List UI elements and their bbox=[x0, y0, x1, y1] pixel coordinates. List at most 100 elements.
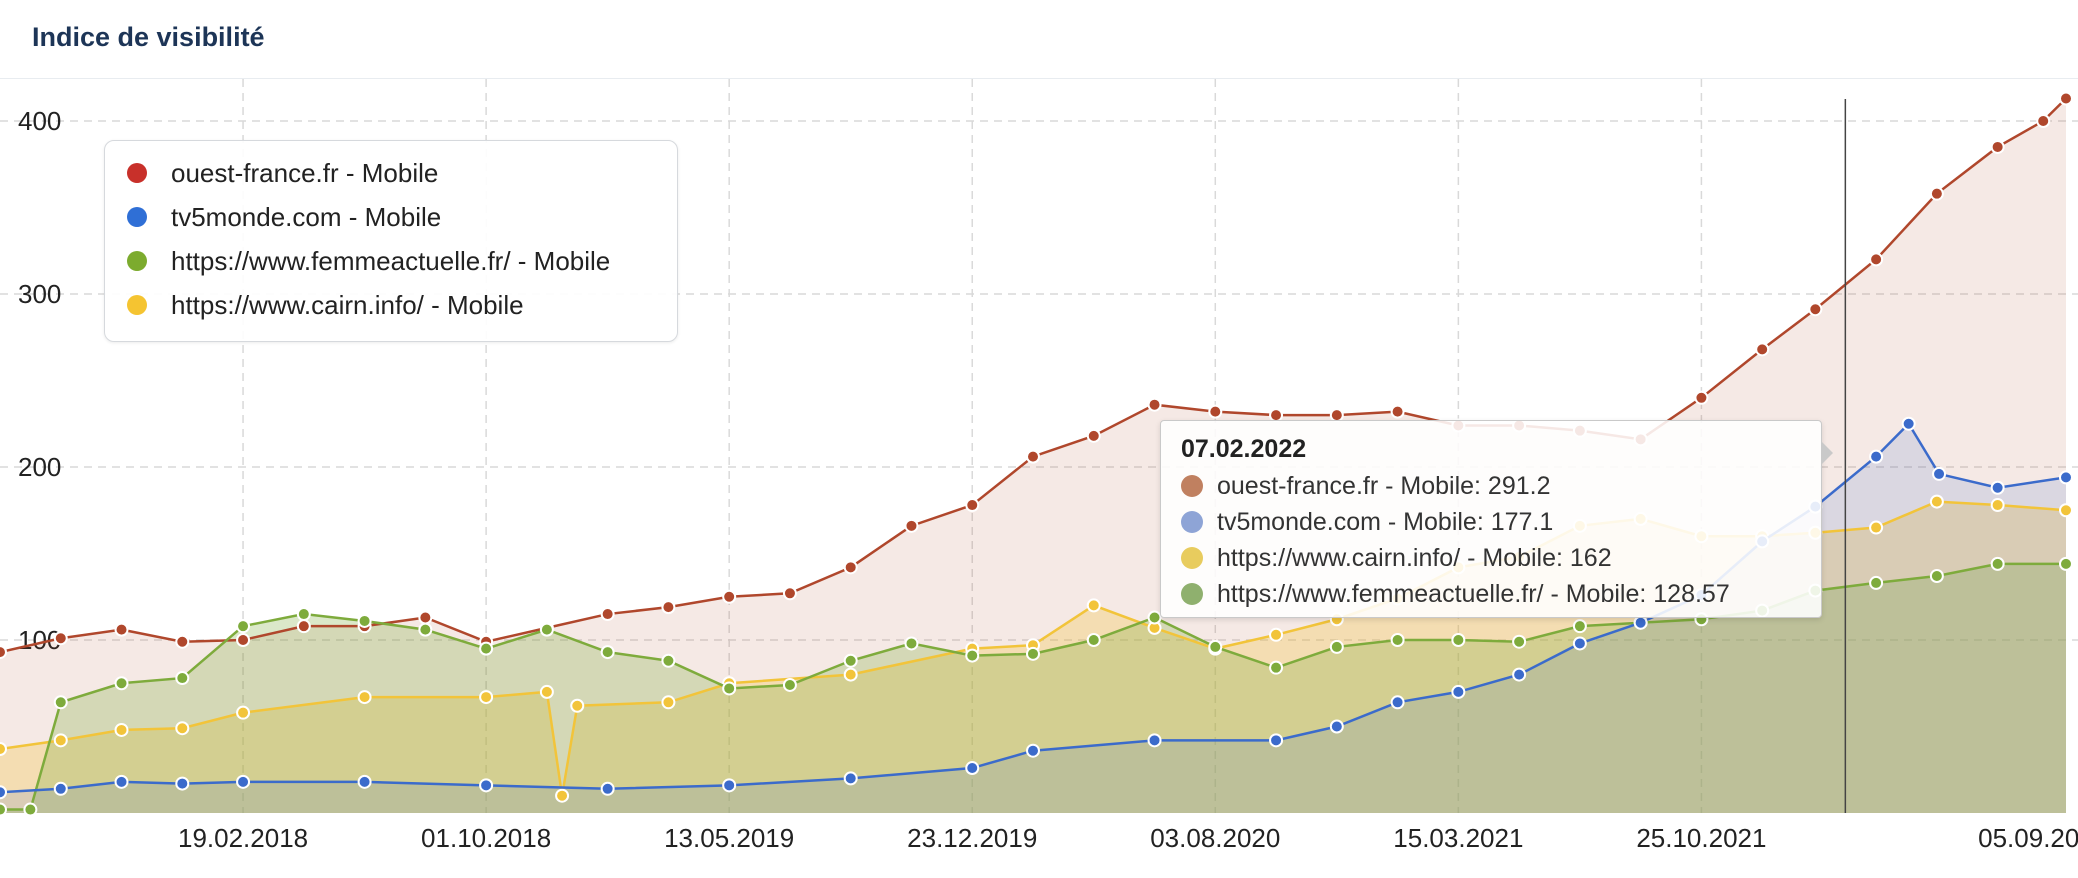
tooltip-row-cairn: https://www.cairn.info/ - Mobile: 162 bbox=[1181, 541, 1612, 575]
point-tv5monde-23 bbox=[1869, 449, 1884, 464]
legend-marker-cairn bbox=[127, 295, 147, 315]
point-ouest-france-10 bbox=[600, 607, 615, 622]
point-cairn-30 bbox=[1990, 498, 2005, 513]
tooltip-value-tv5monde: tv5monde.com - Mobile: 177.1 bbox=[1217, 507, 1554, 536]
legend-item-tv5monde[interactable]: tv5monde.com - Mobile bbox=[127, 199, 441, 235]
point-cairn-0 bbox=[0, 741, 7, 756]
point-cairn-31 bbox=[2059, 503, 2073, 518]
point-ouest-france-18 bbox=[1086, 428, 1101, 443]
point-femmeactuelle-5 bbox=[236, 619, 251, 634]
point-tv5monde-16 bbox=[1451, 684, 1466, 699]
point-femmeactuelle-6 bbox=[296, 607, 311, 622]
point-ouest-france-33 bbox=[1990, 139, 2005, 154]
tooltip-arrow bbox=[1821, 441, 1833, 465]
point-femmeactuelle-16 bbox=[904, 636, 919, 651]
chart-header: Indice de visibilité bbox=[0, 0, 2078, 79]
point-ouest-france-32 bbox=[1929, 186, 1944, 201]
point-tv5monde-5 bbox=[357, 774, 372, 789]
point-femmeactuelle-22 bbox=[1269, 660, 1284, 675]
tooltip-value-femmeactuelle: https://www.femmeactuelle.fr/ - Mobile: … bbox=[1217, 579, 1730, 608]
point-tv5monde-2 bbox=[114, 774, 129, 789]
point-femmeactuelle-18 bbox=[1026, 646, 1040, 661]
point-femmeactuelle-1 bbox=[23, 802, 38, 817]
point-ouest-france-15 bbox=[904, 518, 919, 533]
point-tv5monde-12 bbox=[1147, 733, 1162, 748]
point-ouest-france-4 bbox=[236, 633, 251, 647]
point-femmeactuelle-24 bbox=[1390, 633, 1405, 647]
point-cairn-1 bbox=[53, 733, 68, 748]
point-ouest-france-7 bbox=[418, 610, 433, 625]
point-femmeactuelle-8 bbox=[418, 622, 433, 637]
tooltip-row-tv5monde: tv5monde.com - Mobile: 177.1 bbox=[1181, 505, 1553, 539]
legend-label-tv5monde: tv5monde.com - Mobile bbox=[171, 201, 442, 232]
point-femmeactuelle-9 bbox=[479, 641, 494, 656]
x-tick-label-7: 05.09.2022 bbox=[1978, 823, 2078, 853]
point-tv5monde-13 bbox=[1269, 733, 1284, 748]
point-ouest-france-14 bbox=[843, 560, 858, 575]
point-tv5monde-27 bbox=[2059, 470, 2073, 485]
x-tick-label-1: 01.10.2018 bbox=[421, 823, 551, 853]
legend-item-cairn[interactable]: https://www.cairn.info/ - Mobile bbox=[127, 287, 524, 323]
legend-marker-ouest-france bbox=[127, 163, 147, 183]
point-cairn-15 bbox=[1086, 598, 1101, 613]
tooltip-value-ouest-france: ouest-france.fr - Mobile: 291.2 bbox=[1217, 471, 1551, 500]
point-cairn-3 bbox=[175, 721, 190, 736]
tooltip-marker-femmeactuelle bbox=[1181, 583, 1203, 605]
point-ouest-france-34 bbox=[2036, 114, 2051, 128]
point-femmeactuelle-12 bbox=[661, 653, 676, 668]
y-tick-label-400: 400 bbox=[18, 106, 61, 136]
tooltip-value-cairn: https://www.cairn.info/ - Mobile: 162 bbox=[1217, 543, 1612, 572]
point-tv5monde-24 bbox=[1901, 416, 1916, 431]
point-ouest-france-2 bbox=[114, 622, 129, 637]
tooltip-marker-tv5monde bbox=[1181, 511, 1203, 533]
point-tv5monde-14 bbox=[1329, 719, 1344, 734]
legend-label-cairn: https://www.cairn.info/ - Mobile bbox=[171, 289, 524, 320]
point-cairn-6 bbox=[479, 690, 494, 705]
point-femmeactuelle-27 bbox=[1572, 619, 1587, 634]
point-ouest-france-19 bbox=[1147, 397, 1162, 412]
point-tv5monde-19 bbox=[1633, 615, 1648, 630]
x-tick-label-3: 23.12.2019 bbox=[907, 823, 1037, 853]
point-ouest-france-17 bbox=[1026, 449, 1040, 464]
point-tv5monde-4 bbox=[236, 774, 251, 789]
point-cairn-7 bbox=[539, 684, 554, 699]
tooltip-row-ouest-france: ouest-france.fr - Mobile: 291.2 bbox=[1181, 469, 1551, 503]
point-femmeactuelle-19 bbox=[1086, 633, 1101, 647]
tooltip-date: 07.02.2022 bbox=[1181, 435, 1307, 463]
point-tv5monde-25 bbox=[1932, 466, 1947, 481]
point-tv5monde-8 bbox=[722, 778, 737, 793]
legend-marker-tv5monde bbox=[127, 207, 147, 227]
chart-tooltip: 07.02.2022 ouest-france.fr - Mobile: 291… bbox=[1160, 420, 1833, 618]
point-cairn-5 bbox=[357, 690, 372, 705]
point-femmeactuelle-17 bbox=[965, 648, 980, 663]
point-ouest-france-11 bbox=[661, 600, 676, 615]
series-area-tv5monde bbox=[0, 423, 2066, 813]
point-tv5monde-6 bbox=[479, 778, 494, 793]
point-femmeactuelle-4 bbox=[175, 671, 190, 686]
point-tv5monde-9 bbox=[843, 771, 858, 786]
legend-marker-femmeactuelle bbox=[127, 251, 147, 271]
point-cairn-2 bbox=[114, 722, 129, 737]
point-femmeactuelle-34 bbox=[1990, 556, 2005, 571]
point-femmeactuelle-14 bbox=[782, 677, 797, 692]
point-cairn-18 bbox=[1269, 627, 1284, 642]
point-tv5monde-18 bbox=[1572, 636, 1587, 651]
chart-title: Indice de visibilité bbox=[32, 22, 265, 52]
point-femmeactuelle-33 bbox=[1929, 568, 1944, 583]
point-cairn-10 bbox=[661, 695, 676, 710]
x-tick-label-4: 03.08.2020 bbox=[1150, 823, 1280, 853]
point-tv5monde-17 bbox=[1512, 667, 1527, 682]
point-femmeactuelle-0 bbox=[0, 802, 7, 817]
point-tv5monde-0 bbox=[0, 785, 7, 800]
series-area-femmeactuelle bbox=[0, 563, 2066, 813]
point-femmeactuelle-11 bbox=[600, 645, 615, 660]
legend-item-femmeactuelle[interactable]: https://www.femmeactuelle.fr/ - Mobile bbox=[127, 243, 610, 279]
legend-label-femmeactuelle: https://www.femmeactuelle.fr/ - Mobile bbox=[171, 245, 611, 276]
point-femmeactuelle-3 bbox=[114, 676, 129, 691]
point-cairn-28 bbox=[1869, 520, 1884, 535]
point-tv5monde-26 bbox=[1990, 480, 2005, 495]
point-femmeactuelle-7 bbox=[357, 613, 372, 628]
point-tv5monde-3 bbox=[175, 776, 190, 791]
legend-item-ouest-france[interactable]: ouest-france.fr - Mobile bbox=[127, 155, 438, 191]
point-ouest-france-28 bbox=[1694, 390, 1709, 405]
